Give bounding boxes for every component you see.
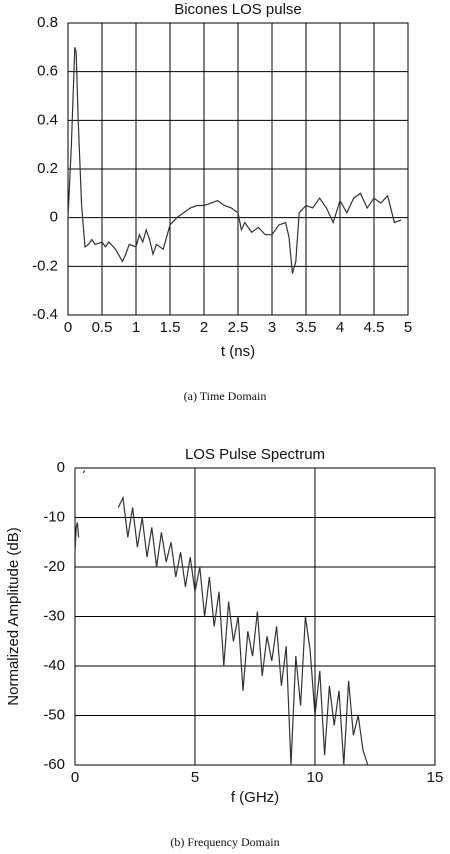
x-tick-label: 3 xyxy=(268,319,276,336)
x-tick-label: 1.5 xyxy=(160,319,181,336)
x-axis-label: f (GHz) xyxy=(231,789,279,806)
x-tick-label: 4 xyxy=(336,319,344,336)
y-tick-label: -30 xyxy=(43,607,65,624)
y-tick-label: 0.2 xyxy=(37,160,58,177)
x-tick-label: 5 xyxy=(404,319,412,336)
y-tick-label: -20 xyxy=(43,558,65,575)
chart-title: Bicones LOS pulse xyxy=(174,1,302,18)
caption: (a) Time Domain xyxy=(184,389,267,403)
y-tick-label: 0.6 xyxy=(37,63,58,80)
x-tick-label: 2 xyxy=(200,319,208,336)
x-tick-label: 0 xyxy=(64,319,72,336)
x-tick-label: 0 xyxy=(71,769,79,786)
data-line xyxy=(74,470,369,766)
x-tick-label: 5 xyxy=(191,769,199,786)
x-tick-label: 1 xyxy=(132,319,140,336)
y-tick-label: -10 xyxy=(43,508,65,525)
y-tick-label: 0 xyxy=(50,209,58,226)
y-tick-label: 0.8 xyxy=(37,14,58,31)
caption: (b) Frequency Domain xyxy=(170,835,279,849)
y-tick-label: 0.4 xyxy=(37,111,58,128)
x-tick-label: 4.5 xyxy=(364,319,385,336)
x-axis-label: t (ns) xyxy=(221,343,255,360)
x-tick-label: 10 xyxy=(307,769,324,786)
data-line xyxy=(67,47,402,274)
y-axis-label: Normalized Amplitude (dB) xyxy=(5,527,22,705)
y-tick-label: -50 xyxy=(43,706,65,723)
y-tick-label: -0.4 xyxy=(32,306,58,323)
x-tick-label: 2.5 xyxy=(228,319,249,336)
x-tick-label: 3.5 xyxy=(296,319,317,336)
y-tick-label: 0 xyxy=(57,459,65,476)
x-tick-label: 15 xyxy=(427,769,444,786)
y-tick-label: -40 xyxy=(43,657,65,674)
chart-title: LOS Pulse Spectrum xyxy=(185,446,325,463)
x-tick-label: 0.5 xyxy=(92,319,113,336)
y-tick-label: -0.2 xyxy=(32,257,58,274)
y-tick-label: -60 xyxy=(43,756,65,773)
